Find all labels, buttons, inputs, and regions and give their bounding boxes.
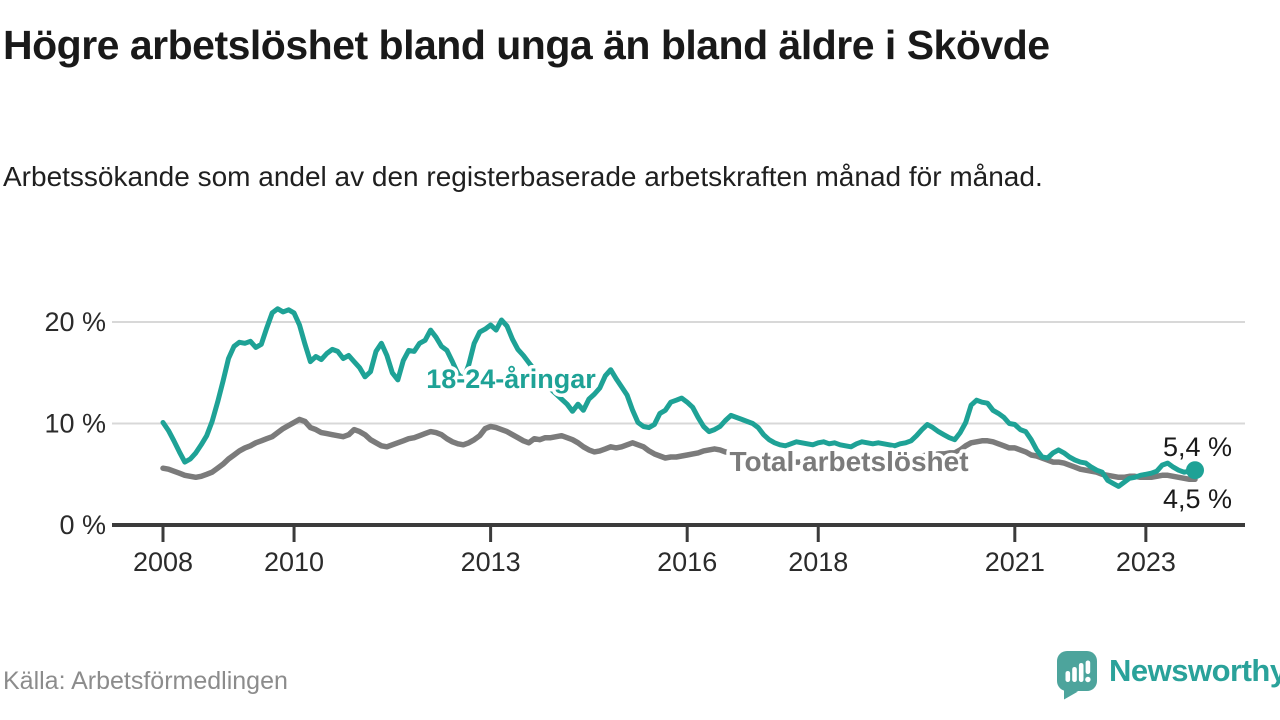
brand-name: Newsworthy <box>1109 653 1280 688</box>
newsworthy-logo: Newsworthy <box>1054 650 1280 700</box>
y-tick-label: 0 % <box>59 510 106 540</box>
series-line-young <box>160 306 1198 489</box>
x-tick-label: 2023 <box>1116 547 1176 577</box>
chart-title: Högre arbetslöshet bland unga än bland ä… <box>3 22 1050 68</box>
series-label-young: 18-24-åringar <box>426 364 596 394</box>
x-tick-label: 2021 <box>985 547 1045 577</box>
x-tick-label: 2010 <box>264 547 324 577</box>
series-line-total <box>160 416 1198 483</box>
bar-chart-speech-bubble-icon <box>1057 651 1097 700</box>
x-tick-label: 2016 <box>657 547 717 577</box>
y-tick-label: 10 % <box>44 409 106 439</box>
x-tick-label: 2013 <box>461 547 521 577</box>
x-tick-label: 2018 <box>788 547 848 577</box>
series-label-total: Total arbetslöshet <box>729 446 968 477</box>
source-note: Källa: Arbetsförmedlingen <box>3 667 288 695</box>
y-tick-label: 20 % <box>44 307 106 337</box>
end-value-label-total: 4,5 % <box>1163 484 1232 514</box>
end-value-label-young: 5,4 % <box>1163 432 1232 462</box>
x-tick-label: 2008 <box>133 547 193 577</box>
end-dot-young <box>1186 461 1204 480</box>
chart-subtitle: Arbetssökande som andel av den registerb… <box>3 161 1043 192</box>
